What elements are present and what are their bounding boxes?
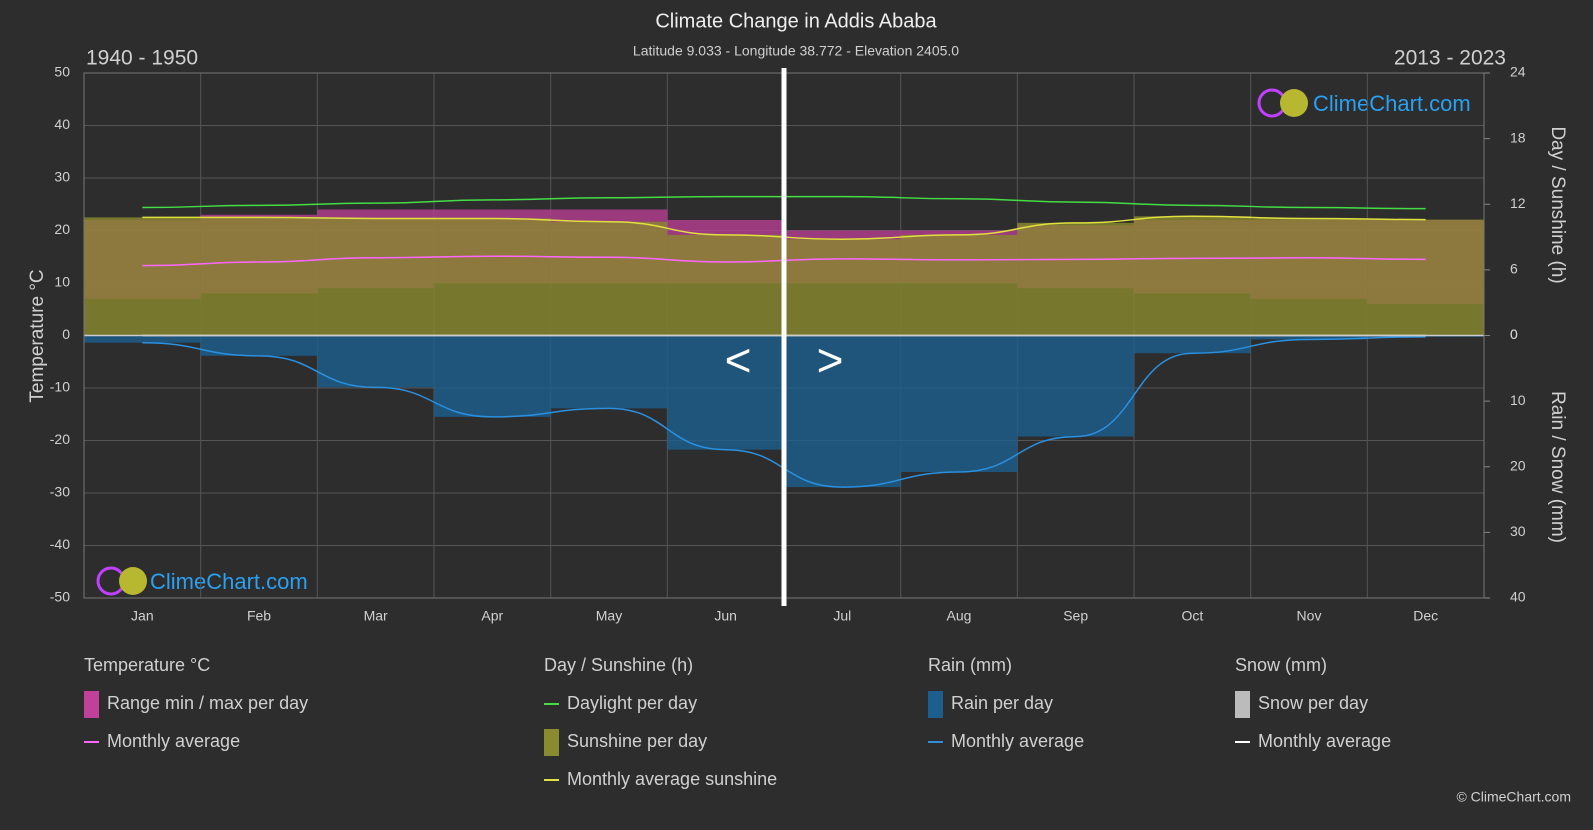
legend-label: Snow per day	[1258, 693, 1368, 713]
daily-bar	[1017, 222, 1134, 336]
legend-label: Monthly average	[107, 731, 240, 751]
legend-label: Rain per day	[951, 693, 1053, 713]
daily-bar	[84, 217, 201, 336]
copyright: © ClimeChart.com	[1456, 789, 1571, 805]
daily-bar	[434, 335, 551, 417]
daily-bar	[84, 335, 201, 343]
legend-title: Temperature °C	[84, 655, 210, 675]
daily-bar	[900, 335, 1018, 472]
daily-bar	[1250, 218, 1368, 336]
y2-tick-label: 0	[1510, 326, 1518, 342]
daily-bar	[784, 239, 901, 336]
legend-label: Daylight per day	[567, 693, 697, 713]
daily-bar	[434, 218, 551, 336]
period-right: 2013 - 2023	[1394, 47, 1506, 70]
daily-bar	[200, 335, 318, 356]
x-tick-label: May	[596, 608, 622, 624]
daily-bar	[1134, 216, 1251, 336]
y2-tick-label: 24	[1510, 64, 1526, 80]
legend-title: Rain (mm)	[928, 655, 1012, 675]
logo-sun	[119, 567, 147, 595]
y-tick-label: 10	[54, 274, 70, 290]
nav-prev[interactable]: <	[725, 334, 752, 386]
daily-bar	[550, 221, 668, 336]
y-axis-label: Temperature °C	[27, 269, 48, 402]
y3-tick-label: 30	[1510, 523, 1526, 539]
logo-top: ClimeChart.com	[1257, 88, 1471, 118]
y3-tick-label: 40	[1510, 589, 1526, 605]
y-tick-label: -30	[50, 484, 70, 500]
x-tick-label: Feb	[247, 608, 271, 624]
series-line	[142, 215, 1426, 241]
legend-label: Monthly average	[951, 731, 1084, 751]
x-tick-label: Jun	[714, 608, 737, 624]
daily-bar	[1367, 219, 1484, 336]
legend-swatch	[928, 691, 943, 718]
daily-bar	[1134, 335, 1251, 354]
legend-label: Monthly average	[1258, 731, 1391, 751]
y-tick-label: 20	[54, 221, 70, 237]
daily-bar	[900, 234, 1018, 336]
logo-bottom: ClimeChart.com	[96, 566, 308, 596]
y-tick-label: -20	[50, 431, 70, 447]
legend-label: Monthly average sunshine	[567, 769, 777, 789]
y2-tick-label: 18	[1510, 129, 1526, 145]
y-tick-label: 50	[54, 64, 70, 80]
x-tick-label: Oct	[1181, 608, 1203, 624]
legend-swatch	[84, 691, 99, 718]
legend-swatch	[544, 729, 559, 756]
y3-tick-label: 10	[1510, 392, 1526, 408]
chart-title: Climate Change in Addis Ababa	[655, 10, 937, 32]
daily-bar	[200, 217, 318, 336]
x-tick-label: Apr	[481, 608, 503, 624]
legend-title: Day / Sunshine (h)	[544, 655, 693, 675]
x-tick-label: Aug	[947, 608, 972, 624]
nav-next[interactable]: >	[817, 334, 844, 386]
x-tick-label: Nov	[1297, 608, 1322, 624]
legend-swatch	[1235, 691, 1250, 718]
daily-bar	[667, 234, 784, 336]
daily-bar	[317, 218, 434, 336]
x-tick-label: Sep	[1063, 608, 1088, 624]
logo-sun	[1280, 89, 1308, 117]
y-tick-label: -10	[50, 379, 70, 395]
y-tick-label: -40	[50, 536, 70, 552]
y-tick-label: 40	[54, 116, 70, 132]
daily-bar	[1017, 335, 1134, 437]
daily-bar	[667, 335, 784, 450]
y3-tick-label: 0	[1510, 326, 1518, 342]
x-tick-label: Mar	[364, 608, 388, 624]
daily-bar	[550, 335, 668, 409]
daily-bar	[784, 335, 901, 488]
chart-subtitle: Latitude 9.033 - Longitude 38.772 - Elev…	[633, 43, 959, 59]
period-left: 1940 - 1950	[86, 47, 198, 70]
y3-axis-label: Rain / Snow (mm)	[1547, 391, 1568, 543]
daily-bar	[317, 335, 434, 388]
y2-tick-label: 6	[1510, 261, 1518, 277]
watermark: ClimeChart.com	[150, 569, 308, 594]
y-tick-label: 0	[62, 326, 70, 342]
x-tick-label: Jan	[131, 608, 154, 624]
x-tick-label: Jul	[833, 608, 851, 624]
y-tick-label: 30	[54, 169, 70, 185]
y2-tick-label: 12	[1510, 195, 1526, 211]
series-line	[142, 255, 1426, 267]
y2-axis-label: Day / Sunshine (h)	[1547, 126, 1568, 283]
x-tick-label: Dec	[1413, 608, 1438, 624]
y-tick-label: -50	[50, 589, 70, 605]
legend-label: Sunshine per day	[567, 731, 707, 751]
y3-tick-label: 20	[1510, 457, 1526, 473]
legend-label: Range min / max per day	[107, 693, 308, 713]
legend-title: Snow (mm)	[1235, 655, 1327, 675]
daily-bar	[1250, 335, 1368, 340]
watermark: ClimeChart.com	[1313, 91, 1471, 116]
